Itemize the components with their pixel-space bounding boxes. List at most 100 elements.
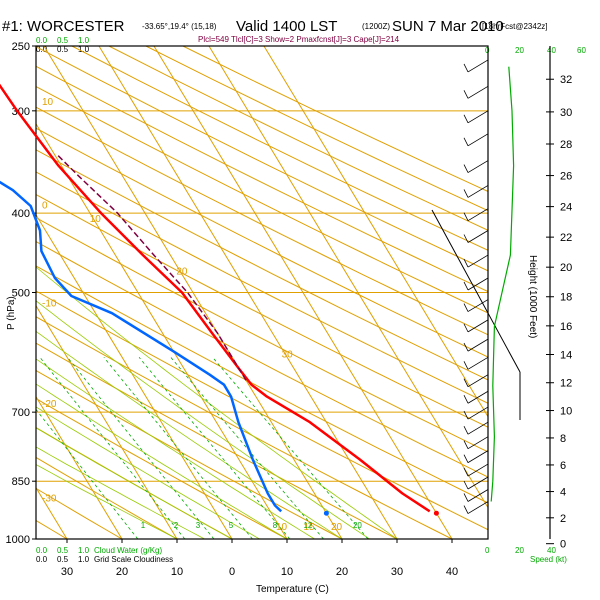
dry-adiabat-line	[36, 65, 488, 293]
dry-adiabat-line	[36, 265, 488, 504]
adiabat-edge-label: -20	[42, 399, 57, 410]
isotherm-line	[208, 46, 488, 509]
dry-adiabat-line	[36, 342, 398, 539]
wind-barb-feather	[463, 258, 469, 268]
speed-top-tick-1: 20	[515, 46, 524, 55]
wind-barb-feather	[463, 137, 469, 146]
wind-barb-shaft	[467, 501, 489, 514]
dry-adiabat-line	[145, 46, 488, 212]
height-tick-label: 22	[560, 232, 572, 244]
mixing-ratio-label: 12	[303, 521, 312, 530]
wind-barb-shaft	[467, 277, 489, 291]
mixing-ratio-line	[36, 408, 139, 539]
wind-barb	[463, 390, 489, 404]
temperature-tick-label: 0	[229, 566, 235, 578]
height-tick-label: 0	[560, 539, 566, 551]
wind-barb-shaft	[467, 421, 489, 435]
forecast-tag: [18hrFcst@2342z]	[482, 22, 547, 31]
wind-barb-feather	[463, 395, 469, 404]
height-tick-label: 30	[560, 107, 572, 119]
wind-barb-shaft	[467, 476, 489, 490]
moist-adiabat-line	[36, 330, 343, 539]
bottom-cloud-label-2: 1.0	[78, 555, 90, 564]
isotherm-label: 30	[282, 349, 294, 360]
y-axis-title: P (hPa)	[6, 296, 17, 330]
dry-adiabat-line	[36, 193, 488, 428]
bottom-cloud-label-0: 0.0	[36, 555, 48, 564]
temperature-tick-label: 20	[336, 566, 348, 578]
wind-barb	[463, 406, 489, 420]
wind-barb	[463, 254, 489, 268]
top-mixing-label-2: 1.0	[78, 36, 90, 45]
isotherm-line	[98, 46, 398, 539]
wind-barb-feather	[463, 63, 469, 73]
station-title: #1: WORCESTER	[2, 18, 125, 35]
height-tick-label: 16	[560, 321, 572, 333]
isotherm-label: 10	[90, 214, 102, 225]
pressure-tick-label: 850	[12, 476, 30, 488]
dry-adiabat-line	[36, 397, 288, 539]
height-tick-label: 2	[560, 513, 566, 525]
wind-barb-feather	[463, 234, 469, 243]
mixing-ratio-label: 3	[196, 521, 201, 530]
mixing-ratio-label: 2	[174, 521, 179, 530]
surface-temperature-marker	[433, 510, 439, 516]
moist-adiabat-line	[36, 464, 178, 539]
moist-adiabat-line	[36, 383, 288, 539]
dry-adiabat-line	[36, 171, 488, 404]
wind-barb-feather	[463, 480, 469, 490]
mixing-ratio-label: 8	[273, 521, 278, 530]
mixing-ratio-line	[138, 357, 291, 539]
bottom-mixing-label-2: 1.0	[78, 546, 90, 555]
wind-barb	[463, 338, 489, 352]
top-cloud-label-1: 0.5	[57, 45, 69, 54]
dry-adiabat-line	[36, 149, 488, 381]
wind-barb-shaft	[467, 230, 489, 243]
wind-barb-shaft	[467, 406, 489, 420]
wind-barb	[463, 133, 489, 147]
speed-bottom-tick-0: 0	[485, 546, 490, 555]
dry-adiabat-line	[36, 240, 488, 478]
dewpoint-profile	[0, 180, 283, 513]
height-panel-diagonal	[431, 209, 521, 373]
wind-barb-feather	[463, 323, 469, 333]
station-coords: -33.65°,19.4° (15,18)	[142, 22, 217, 31]
height-axis-title: Height (1000 Feet)	[527, 255, 538, 338]
temperature-tick-label: 30	[61, 566, 73, 578]
wind-barb-feather	[463, 505, 469, 514]
wind-barb	[463, 463, 489, 477]
x-axis-title: Temperature (C)	[256, 584, 329, 595]
dry-adiabat-line	[36, 369, 343, 539]
pressure-tick-label: 500	[12, 288, 30, 300]
isotherm-line	[36, 395, 123, 539]
wind-barb	[463, 356, 489, 370]
dry-adiabat-line	[182, 46, 488, 193]
height-tick-label: 14	[560, 350, 572, 362]
wind-barb-shaft	[467, 356, 489, 370]
wind-barb	[463, 489, 489, 502]
wind-barb-shaft	[467, 133, 489, 147]
parcel-profile	[57, 154, 247, 381]
dry-adiabat-line	[36, 217, 488, 453]
height-tick-label: 18	[560, 292, 572, 304]
isotherm-line	[0, 46, 12, 539]
stability-indices: Plcl=549 Tlcl[C]=3 Show=2 Pmaxfcnst[J]=3…	[198, 35, 400, 44]
mixing-ratio-label: 20	[353, 521, 362, 530]
wind-barb-shaft	[467, 450, 489, 463]
bottom-mixing-label-0: 0.0	[36, 546, 48, 555]
wind-barb-shaft	[467, 208, 489, 222]
moist-adiabat-line	[36, 446, 205, 539]
dry-adiabat-line	[36, 106, 488, 336]
dry-adiabat-line	[36, 316, 453, 539]
adiabat-edge-label: 10	[42, 97, 54, 108]
speed-bottom-tick-2: 40	[547, 546, 556, 555]
moist-adiabat-line	[36, 358, 315, 539]
isotherm-label: 20	[331, 522, 343, 533]
mixing-ratio-line	[212, 357, 369, 539]
wind-barb-shaft	[467, 463, 489, 477]
wind-barb	[463, 110, 489, 124]
temperature-profile	[0, 83, 431, 513]
temperature-tick-label: 10	[171, 566, 183, 578]
height-tick-label: 10	[560, 406, 572, 418]
dry-adiabat-line	[71, 46, 488, 251]
